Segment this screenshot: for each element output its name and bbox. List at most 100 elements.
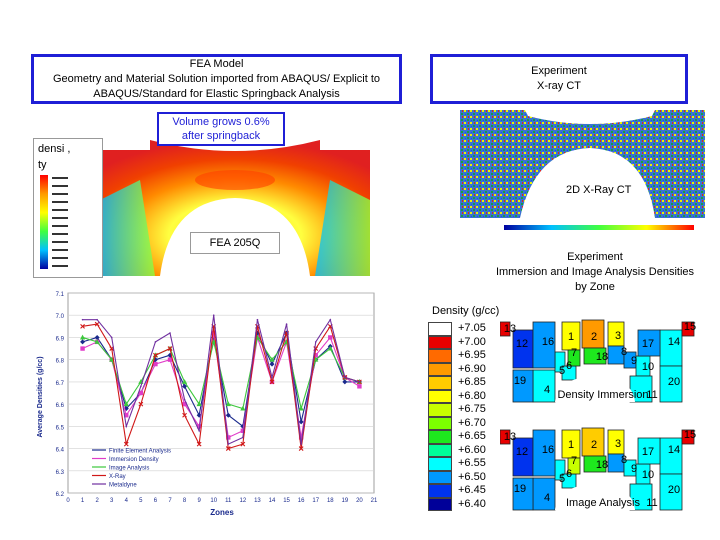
zone-number-label: 17 — [642, 446, 654, 458]
zone-17 — [637, 437, 661, 465]
data-point — [154, 341, 157, 343]
data-point — [328, 335, 333, 340]
data-point — [182, 412, 187, 418]
density-legend-row: +6.45 — [428, 484, 508, 498]
density-legend-swatch — [428, 322, 452, 336]
zone-number-label: 12 — [516, 446, 528, 458]
density-legend-label: +6.75 — [458, 403, 486, 415]
data-point — [123, 441, 129, 447]
zone-20 — [659, 365, 683, 403]
x-tick-label: 3 — [110, 498, 114, 504]
data-point — [212, 314, 215, 317]
density-legend-label: +6.40 — [458, 497, 486, 510]
data-point — [140, 385, 142, 388]
data-point — [298, 435, 304, 440]
zone-number-label: 8 — [621, 346, 627, 358]
density-legend-row: +6.80 — [428, 389, 508, 403]
zone-map-caption: Image Analysis — [566, 497, 640, 509]
zone-number-label: 9 — [631, 463, 637, 475]
data-point — [167, 346, 173, 351]
data-point — [94, 321, 100, 327]
x-tick-label: 6 — [154, 498, 158, 504]
data-point — [298, 419, 304, 425]
density-legend-row: +7.05 — [428, 322, 508, 336]
data-point — [329, 318, 332, 321]
zone-map-caption: Density Immersion — [557, 389, 648, 401]
zone-number-label: 4 — [544, 492, 550, 504]
data-point — [269, 379, 275, 385]
data-point — [240, 428, 246, 433]
x-tick-label: 21 — [371, 498, 378, 504]
data-point — [269, 356, 275, 362]
density-legend-label: +6.80 — [458, 389, 486, 402]
zone-15 — [681, 429, 695, 445]
y-tick-label: 6.5 — [56, 425, 65, 431]
density-legend-row: +6.75 — [428, 403, 508, 417]
x-tick-label: 13 — [254, 498, 261, 504]
density-legend-label: +7.05 — [458, 322, 486, 334]
data-point — [269, 361, 275, 367]
x-tick-label: 20 — [356, 498, 363, 504]
zone-number-label: 7 — [571, 347, 577, 359]
y-tick-label: 6.2 — [56, 492, 65, 498]
volume-line1: Volume grows 0.6% — [172, 116, 270, 128]
data-point — [198, 429, 200, 432]
y-tick-label: 6.3 — [56, 470, 65, 476]
zone-arch-cutout — [555, 376, 635, 402]
x-tick-label: 11 — [225, 498, 232, 504]
data-point — [183, 398, 186, 401]
density-legend-row: +6.95 — [428, 349, 508, 363]
data-point — [169, 332, 171, 334]
x-tick-label: 16 — [298, 498, 305, 504]
zone-17 — [637, 329, 661, 357]
legend-label: Image Analysis — [109, 466, 149, 472]
zone-18 — [583, 347, 607, 365]
zone-number-label: 18 — [596, 459, 608, 471]
zone-number-label: 4 — [544, 384, 550, 396]
zone-20 — [659, 473, 683, 511]
data-point — [314, 341, 317, 343]
x-tick-label: 7 — [168, 498, 172, 504]
zone-number-label: 15 — [684, 321, 696, 333]
experiment2-line3: by Zone — [575, 281, 615, 293]
data-point — [242, 436, 244, 439]
zone-number-label: 11 — [646, 389, 657, 401]
data-point — [227, 443, 230, 445]
zone-number-label: 10 — [642, 361, 654, 373]
chart-legend: Finite Element Analysis Immersion Density… — [92, 449, 171, 489]
zone-13 — [500, 321, 511, 337]
y-tick-label: 7.1 — [56, 292, 65, 298]
data-point — [80, 339, 86, 345]
data-point — [226, 435, 231, 440]
zone-16 — [532, 321, 556, 369]
zone-number-label: 10 — [642, 469, 654, 481]
zone-number-label: 7 — [571, 455, 577, 467]
density-scale-box: densi , ty — [33, 138, 103, 278]
volume-growth-box: Volume grows 0.6% after springback — [157, 112, 285, 146]
density-legend-label: +6.60 — [458, 443, 486, 456]
zone-number-label: 1 — [568, 439, 574, 451]
series-line — [82, 315, 360, 445]
y-tick-label: 6.9 — [56, 336, 65, 342]
data-point — [196, 424, 202, 429]
x-tick-label: 5 — [139, 498, 143, 504]
density-line-chart: 6.26.36.46.56.66.76.86.97.07.10 1 2 3 4 5 6 7 8 9… — [37, 292, 378, 517]
density-legend-swatch — [428, 416, 452, 430]
x-tick-label: 19 — [342, 498, 349, 504]
density-legend-swatch — [428, 335, 452, 349]
density-scale-label-1: densi , — [38, 143, 71, 155]
zone-number-label: 15 — [684, 429, 696, 441]
data-point — [211, 339, 217, 344]
data-point — [211, 330, 216, 336]
zone-19 — [512, 369, 534, 403]
data-point — [138, 390, 144, 396]
data-point — [225, 412, 231, 418]
density-legend-row: +6.85 — [428, 376, 508, 390]
density-legend-label: +6.55 — [458, 457, 486, 469]
chart-y-label: Average Densities (g/cc) — [37, 356, 44, 437]
data-point — [124, 413, 129, 418]
xray-ct-label: 2D X-Ray CT — [566, 184, 632, 196]
experiment2-line2: Immersion and Image Analysis Densities — [495, 266, 695, 278]
